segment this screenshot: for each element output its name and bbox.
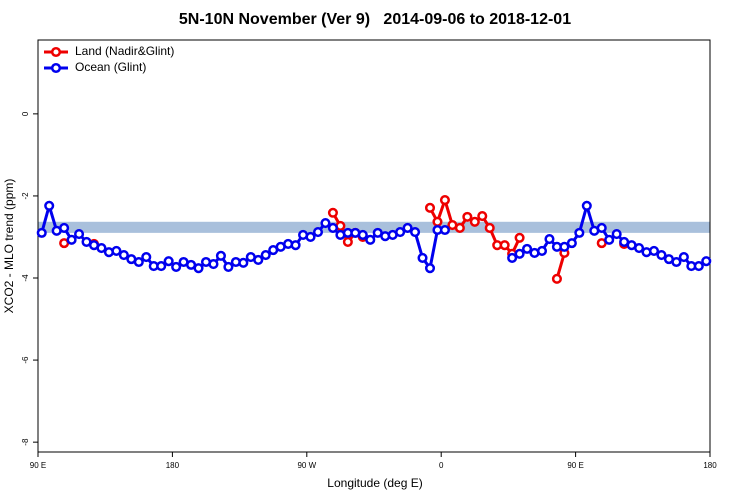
point: [514, 232, 525, 243]
point: [305, 231, 316, 243]
point: [701, 256, 712, 267]
point: [522, 243, 533, 254]
y-axis-label: XCO2 - MLO trend (ppm): [2, 179, 16, 314]
point: [656, 249, 667, 261]
legend-marker: [50, 62, 62, 74]
y-tick-label: -6: [21, 356, 30, 364]
legend-marker: [50, 46, 62, 58]
x-tick-label: 90 W: [297, 461, 316, 470]
point: [462, 211, 473, 222]
point: [671, 256, 682, 268]
point: [193, 263, 204, 274]
point: [693, 261, 704, 272]
point: [566, 238, 577, 249]
x-tick-label: 180: [166, 461, 180, 470]
y-tick-label: 0: [21, 111, 30, 116]
y-tick-label: -4: [21, 274, 30, 282]
legend-label: Ocean (Glint): [75, 60, 146, 74]
point: [439, 224, 450, 236]
point: [432, 216, 443, 227]
point: [477, 210, 488, 222]
point: [96, 243, 107, 254]
point: [410, 226, 421, 238]
point: [484, 222, 495, 233]
point: [327, 222, 338, 233]
point: [395, 226, 406, 238]
point: [59, 222, 70, 233]
point: [238, 257, 249, 268]
x-tick-label: 0: [439, 461, 444, 470]
point: [357, 229, 368, 240]
point: [320, 217, 331, 229]
point: [596, 222, 607, 233]
y-tick-label: -8: [21, 438, 30, 446]
point: [74, 229, 85, 240]
legend-label: Land (Nadir&Glint): [75, 44, 174, 58]
point: [439, 194, 450, 206]
point: [634, 243, 645, 254]
x-tick-label: 90 E: [567, 461, 583, 470]
point: [223, 261, 234, 272]
point: [44, 200, 55, 211]
point: [454, 222, 465, 233]
point: [604, 234, 615, 245]
point: [507, 252, 518, 263]
point: [514, 248, 525, 259]
reference-band: [38, 221, 710, 233]
plot-frame: [37, 39, 711, 453]
point: [163, 256, 174, 267]
point: [118, 249, 129, 261]
y-tick-label: -2: [21, 192, 30, 200]
point: [365, 234, 376, 245]
point: [171, 261, 182, 272]
point: [66, 234, 77, 245]
point: [551, 273, 562, 284]
point: [469, 216, 480, 227]
point: [424, 263, 436, 274]
point: [581, 200, 592, 211]
point: [208, 259, 219, 270]
point: [260, 249, 271, 261]
point: [402, 222, 413, 233]
x-tick-label: 90 E: [30, 461, 46, 470]
point: [290, 240, 301, 251]
point: [215, 250, 226, 261]
point: [141, 252, 152, 263]
point: [648, 245, 660, 256]
chart-title: 5N-10N November (Ver 9) 2014-09-06 to 20…: [179, 11, 571, 28]
point: [536, 245, 548, 256]
point: [312, 226, 324, 238]
point: [574, 227, 585, 238]
point: [611, 229, 622, 240]
point: [36, 227, 47, 238]
point: [327, 207, 338, 218]
point: [424, 202, 436, 213]
point: [559, 241, 570, 252]
point: [544, 233, 555, 245]
point: [342, 236, 353, 247]
x-tick-label: 180: [703, 461, 717, 470]
point: [156, 261, 167, 272]
point: [678, 252, 689, 263]
point: [499, 240, 510, 251]
point: [111, 245, 122, 256]
x-axis-label: Longitude (deg E): [327, 476, 422, 490]
point: [417, 252, 428, 263]
point: [253, 254, 264, 266]
point: [133, 256, 144, 268]
